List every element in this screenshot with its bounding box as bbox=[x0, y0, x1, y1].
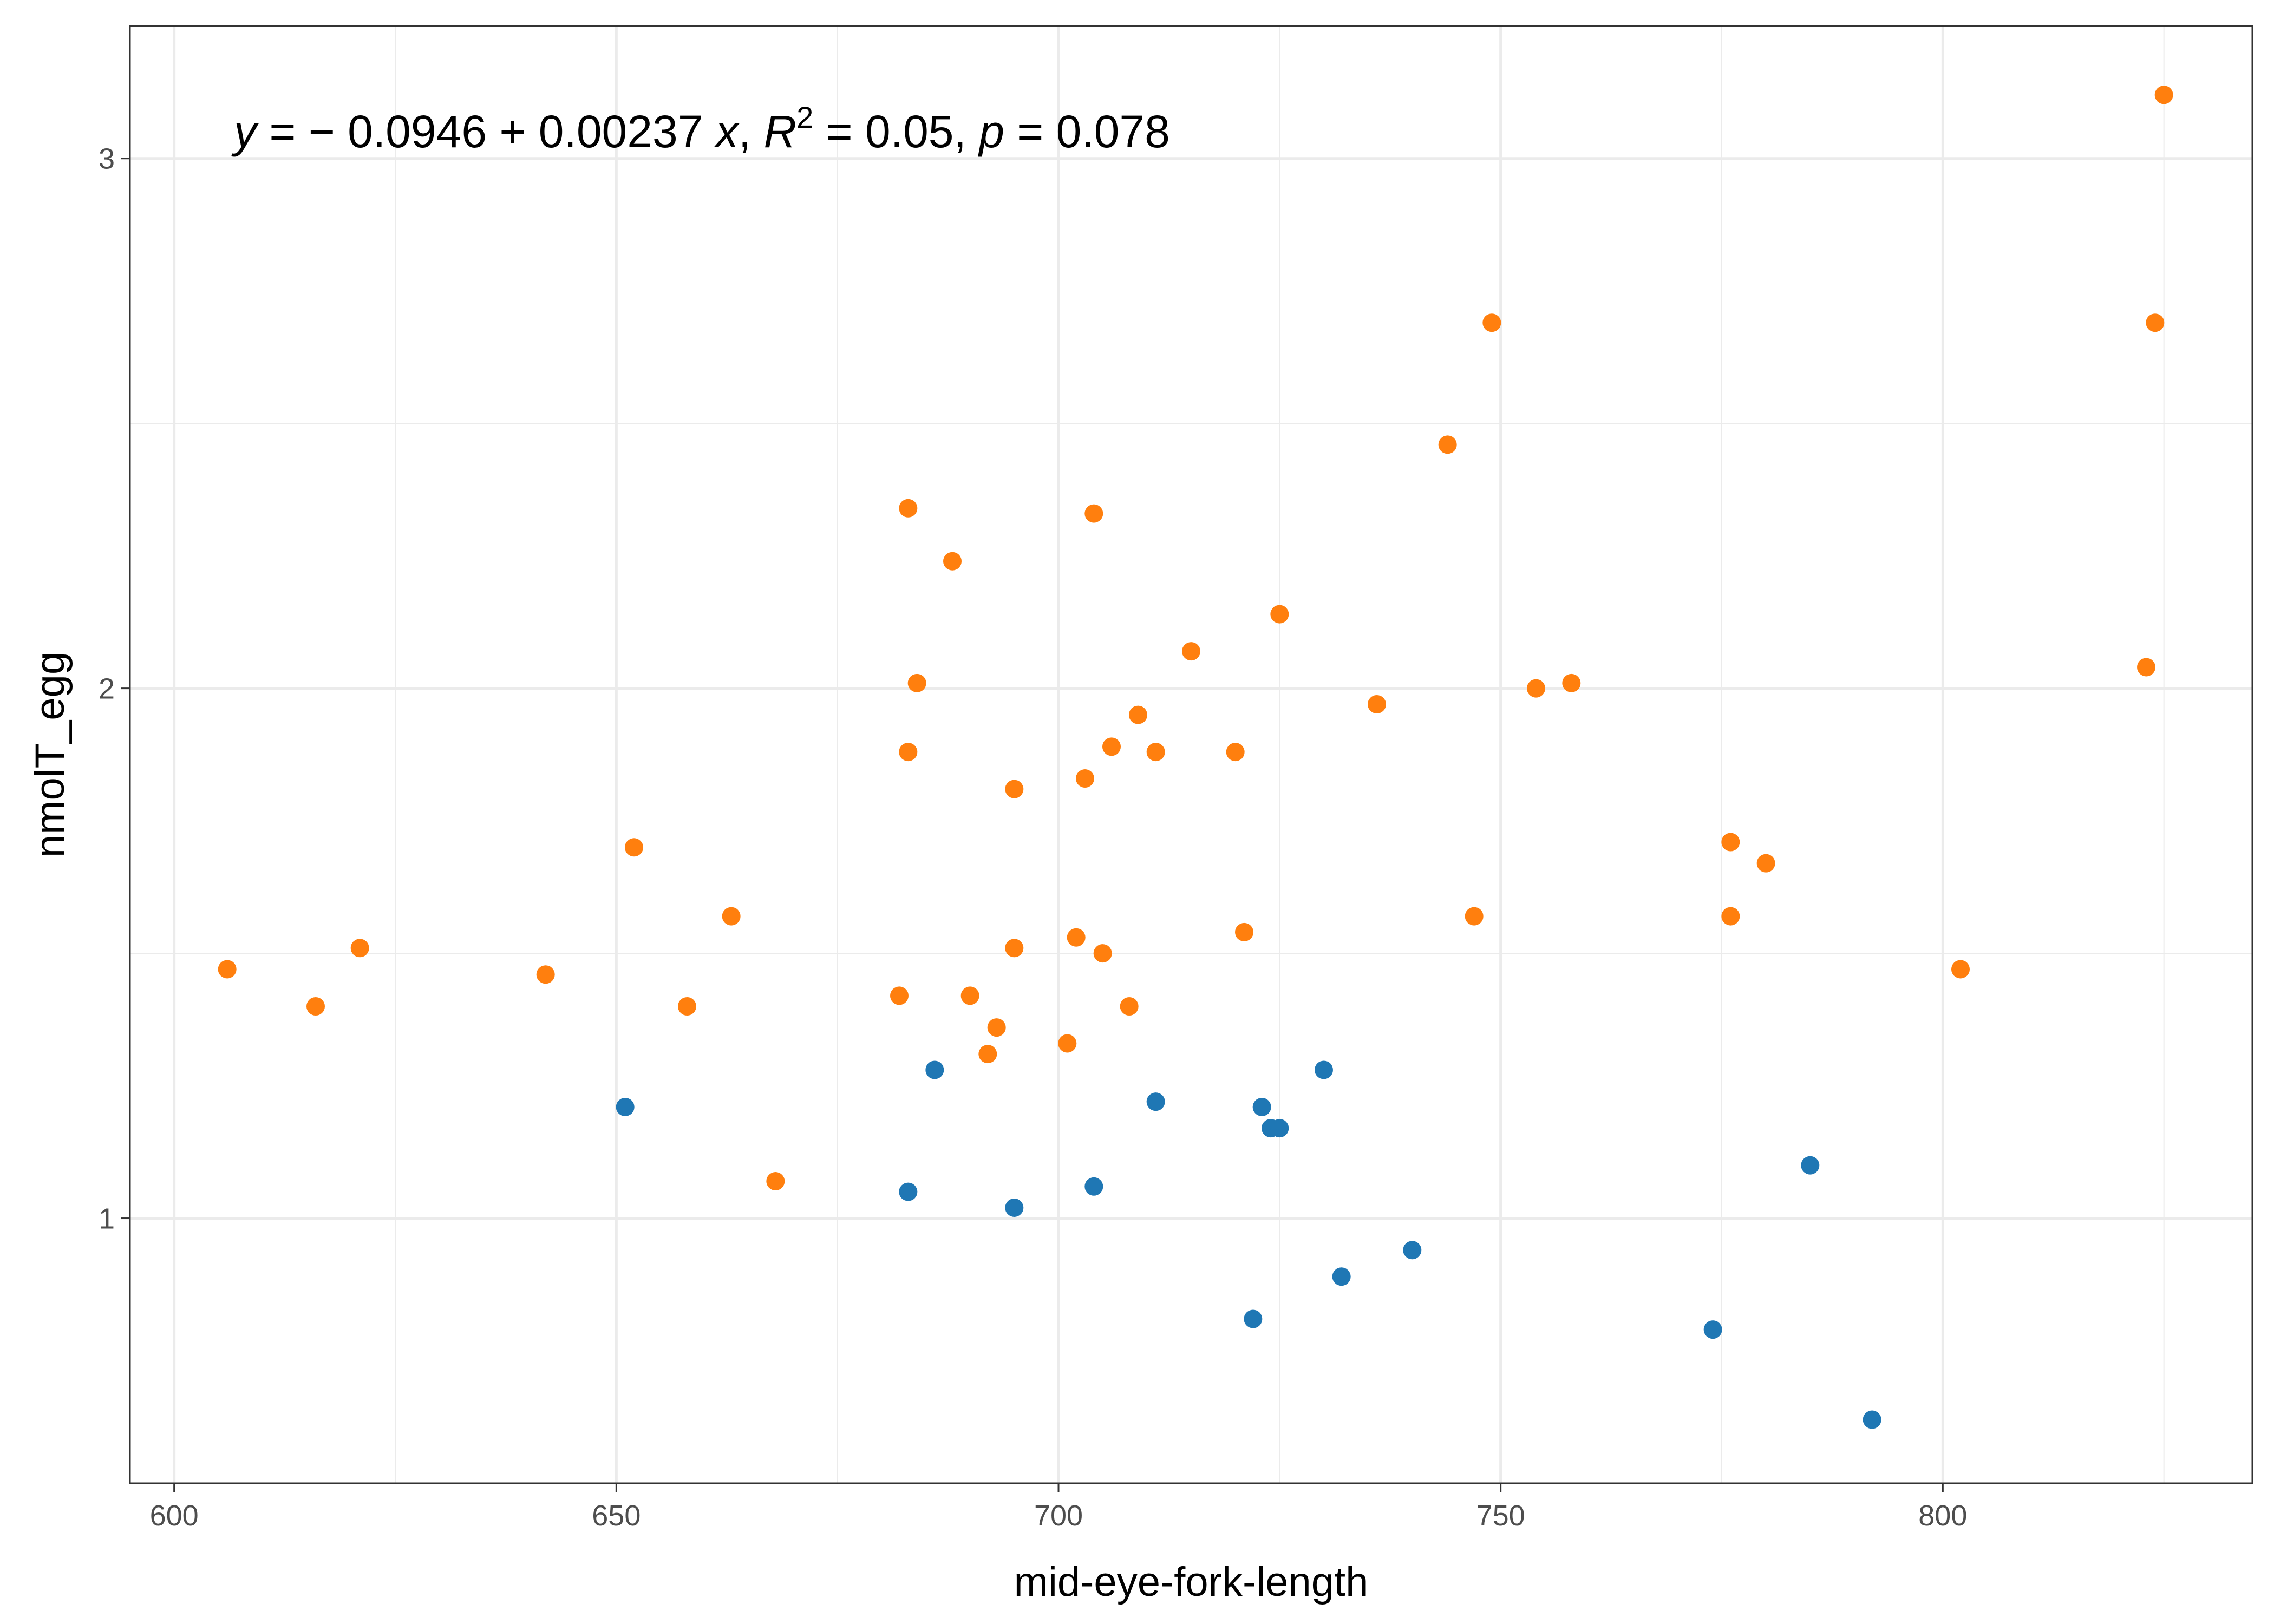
data-point bbox=[1465, 907, 1484, 926]
x-tick-label: 600 bbox=[150, 1499, 199, 1532]
data-point bbox=[1102, 737, 1121, 756]
data-point bbox=[1058, 1034, 1077, 1053]
x-tick-label: 650 bbox=[592, 1499, 641, 1532]
plot-background bbox=[130, 26, 2252, 1483]
data-point bbox=[899, 1182, 918, 1201]
x-axis-ticks: 600 650 700 750 800 bbox=[150, 1483, 1967, 1532]
plot-border bbox=[129, 25, 2253, 1484]
data-point bbox=[907, 673, 926, 692]
data-point bbox=[1252, 1097, 1271, 1116]
data-point bbox=[1403, 1241, 1422, 1260]
x-tick-label: 700 bbox=[1034, 1499, 1083, 1532]
data-point bbox=[943, 552, 962, 571]
data-point bbox=[1721, 907, 1740, 926]
data-point bbox=[1270, 605, 1289, 624]
data-point bbox=[616, 1097, 635, 1116]
data-point bbox=[1482, 313, 1501, 332]
data-point bbox=[1005, 939, 1024, 958]
data-point bbox=[2154, 86, 2173, 104]
x-axis-title: mid-eye-fork-length bbox=[1014, 1559, 1369, 1605]
data-point bbox=[1270, 1119, 1289, 1138]
major-gridlines bbox=[130, 26, 2252, 1483]
data-point bbox=[1005, 780, 1024, 798]
data-point bbox=[1438, 435, 1457, 454]
data-point bbox=[1146, 743, 1165, 762]
y-tick-label: 1 bbox=[99, 1203, 115, 1235]
data-point bbox=[890, 986, 909, 1005]
data-point bbox=[1703, 1320, 1722, 1339]
data-point bbox=[960, 986, 979, 1005]
data-points bbox=[218, 86, 2173, 1429]
x-tick-label: 750 bbox=[1476, 1499, 1525, 1532]
data-point bbox=[1244, 1309, 1263, 1328]
data-point bbox=[766, 1172, 785, 1191]
data-point bbox=[1527, 679, 1545, 698]
data-point bbox=[1951, 960, 1970, 979]
data-point bbox=[1863, 1410, 1881, 1429]
data-point bbox=[1084, 1177, 1103, 1196]
data-point bbox=[1076, 769, 1094, 788]
data-point bbox=[987, 1018, 1006, 1037]
minor-gridlines bbox=[130, 26, 2252, 1483]
data-point bbox=[625, 838, 643, 857]
data-point bbox=[1368, 695, 1386, 714]
x-tick-label: 800 bbox=[1918, 1499, 1967, 1532]
data-point bbox=[2137, 658, 2155, 677]
data-point bbox=[1801, 1156, 1820, 1175]
data-point bbox=[1146, 1092, 1165, 1111]
data-point bbox=[218, 960, 237, 979]
data-point bbox=[1226, 743, 1245, 762]
regression-equation: y = − 0.0946 + 0.00237 x, R2 = 0.05, p =… bbox=[231, 100, 1170, 157]
data-point bbox=[1235, 922, 1253, 941]
data-point bbox=[1721, 833, 1740, 852]
data-point bbox=[1315, 1060, 1333, 1079]
data-point bbox=[925, 1060, 944, 1079]
data-point bbox=[1067, 928, 1086, 947]
data-point bbox=[2146, 313, 2165, 332]
data-point bbox=[899, 743, 918, 762]
data-point bbox=[350, 939, 369, 958]
y-tick-label: 2 bbox=[99, 673, 115, 705]
y-axis-ticks: 1 2 3 bbox=[99, 143, 130, 1235]
data-point bbox=[1084, 504, 1103, 523]
data-point bbox=[536, 965, 555, 984]
data-point bbox=[978, 1045, 997, 1064]
data-point bbox=[1005, 1198, 1024, 1217]
data-point bbox=[678, 997, 696, 1016]
y-tick-label: 3 bbox=[99, 143, 115, 175]
y-axis-title: nmolT_egg bbox=[27, 652, 73, 857]
data-point bbox=[1182, 642, 1200, 661]
data-point bbox=[1756, 854, 1775, 873]
data-point bbox=[1129, 705, 1147, 724]
data-point bbox=[722, 907, 741, 926]
data-point bbox=[899, 499, 918, 518]
data-point bbox=[1332, 1267, 1351, 1286]
data-point bbox=[1562, 673, 1581, 692]
data-point bbox=[1120, 997, 1139, 1016]
data-point bbox=[306, 997, 325, 1016]
data-point bbox=[1093, 944, 1112, 963]
